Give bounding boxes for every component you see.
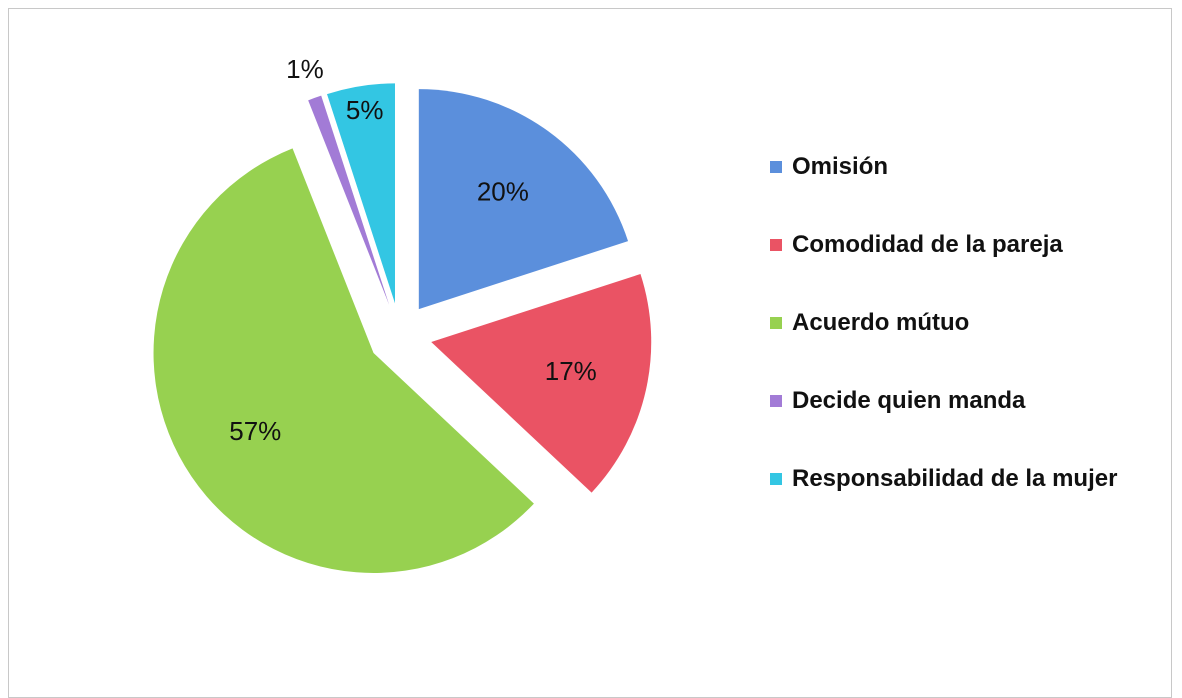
pie-slice [308, 95, 390, 305]
legend-swatch [770, 395, 782, 407]
data-label: 5% [346, 95, 384, 125]
legend-swatch [770, 239, 782, 251]
data-label: 17% [545, 356, 597, 386]
legend-item: Responsabilidad de la mujer [770, 462, 1150, 496]
legend-swatch [770, 317, 782, 329]
legend: Omisión Comodidad de la pareja Acuerdo mút… [770, 150, 1150, 540]
legend-item: Omisión [770, 150, 1150, 184]
legend-item: Decide quien manda [770, 384, 1150, 418]
legend-label: Comodidad de la pareja [792, 231, 1063, 258]
legend-swatch [770, 473, 782, 485]
data-label: 1% [286, 54, 324, 84]
legend-item: Acuerdo mútuo [770, 306, 1150, 340]
legend-label: Omisión [792, 153, 889, 180]
pie-slice [418, 89, 629, 310]
pie-slice [153, 148, 534, 573]
legend-label: Acuerdo mútuo [792, 309, 970, 336]
legend-swatch [770, 161, 782, 173]
data-label: 20% [477, 176, 529, 206]
legend-label: Decide quien manda [792, 387, 1026, 414]
pie-slice [327, 83, 395, 304]
legend-label: Responsabilidad de la mujer [792, 465, 1118, 492]
data-label: 57% [229, 416, 281, 446]
pie-slice [431, 273, 652, 493]
legend-item: Comodidad de la pareja [770, 228, 1150, 262]
